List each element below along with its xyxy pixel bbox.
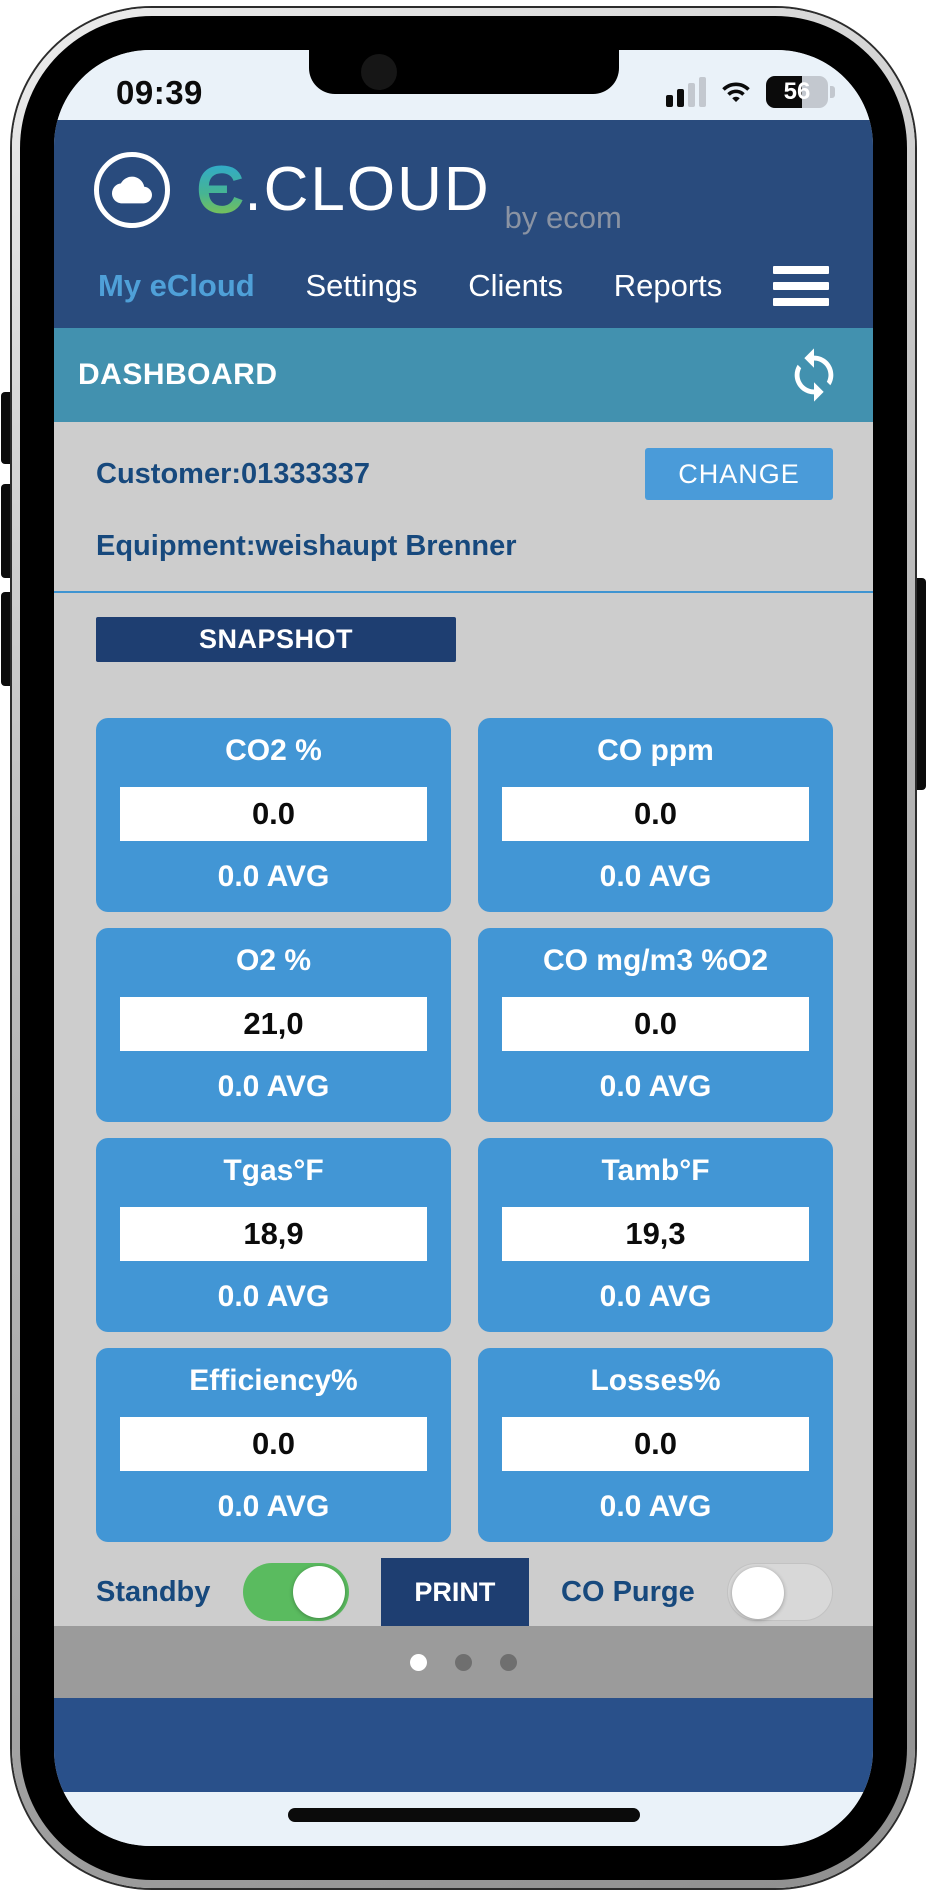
hamburger-menu-icon[interactable]	[773, 266, 829, 306]
print-button[interactable]: PRINT	[380, 1558, 529, 1626]
tile-avg: 0.0 AVG	[217, 1280, 330, 1313]
cellular-signal-icon	[666, 77, 706, 107]
app-logo: Є .CLOUD by ecom	[94, 136, 833, 244]
tile-avg: 0.0 AVG	[599, 1070, 712, 1103]
tile-co-mg-m3: CO mg/m3 %O2 0.0 0.0 AVG	[478, 928, 833, 1122]
tile-value-box: 18,9	[120, 1207, 427, 1261]
status-icons: 56	[666, 76, 835, 108]
tile-avg: 0.0 AVG	[217, 860, 330, 893]
tile-losses: Losses% 0.0 0.0 AVG	[478, 1348, 833, 1542]
tile-tgas: Tgas°F 18,9 0.0 AVG	[96, 1138, 451, 1332]
standby-toggle[interactable]	[242, 1563, 349, 1621]
tile-title: CO mg/m3 %O2	[542, 944, 769, 977]
customer-label: Customer:01333337	[96, 457, 371, 490]
phone-screen: 09:39 56	[54, 50, 873, 1846]
logo-text: .CLOUD	[244, 155, 491, 224]
tile-title: Efficiency%	[189, 1364, 358, 1397]
co-purge-label: CO Purge	[561, 1575, 695, 1608]
tile-value-box: 0.0	[502, 997, 809, 1051]
tile-avg: 0.0 AVG	[599, 1280, 712, 1313]
cloud-logo-icon	[94, 152, 170, 228]
tile-efficiency: Efficiency% 0.0 0.0 AVG	[96, 1348, 451, 1542]
co-purge-toggle[interactable]	[726, 1563, 833, 1621]
main-nav: My eCloud Settings Clients Reports	[94, 244, 833, 328]
page-title: DASHBOARD	[78, 358, 278, 391]
tile-co2: CO2 % 0.0 0.0 AVG	[96, 718, 451, 912]
home-band	[54, 1792, 873, 1846]
phone-frame: 09:39 56	[12, 8, 915, 1888]
tile-value-box: 0.0	[502, 787, 809, 841]
wifi-icon	[722, 82, 750, 102]
snapshot-button[interactable]: SNAPSHOT	[96, 617, 456, 662]
nav-item-clients[interactable]: Clients	[468, 268, 563, 303]
toggle-knob	[292, 1566, 345, 1618]
tile-title: Losses%	[590, 1364, 721, 1397]
notch	[308, 50, 619, 94]
refresh-icon[interactable]	[783, 344, 845, 406]
phone-bezel: 09:39 56	[20, 16, 907, 1880]
tile-title: Tamb°F	[601, 1154, 710, 1187]
status-bar: 09:39 56	[54, 50, 873, 120]
dashboard-bar: DASHBOARD	[54, 328, 873, 422]
section-divider	[54, 591, 873, 594]
dashboard-content: Customer:01333337 CHANGE Equipment:weish…	[54, 422, 873, 1626]
standby-label: Standby	[96, 1575, 211, 1608]
battery-percent: 56	[783, 78, 811, 105]
nav-item-reports[interactable]: Reports	[613, 268, 723, 303]
home-indicator[interactable]	[287, 1808, 640, 1822]
change-button[interactable]: CHANGE	[645, 448, 833, 500]
page-dot-3[interactable]	[500, 1653, 517, 1671]
tile-value-box: 0.0	[120, 1417, 427, 1471]
status-time: 09:39	[116, 74, 203, 111]
tile-value-box: 21,0	[120, 997, 427, 1051]
nav-item-settings[interactable]: Settings	[305, 268, 418, 303]
tile-tamb: Tamb°F 19,3 0.0 AVG	[478, 1138, 833, 1332]
logo-byline: by ecom	[504, 200, 622, 235]
equipment-label: Equipment:weishaupt Brenner	[96, 530, 517, 562]
tile-o2: O2 % 21,0 0.0 AVG	[96, 928, 451, 1122]
tile-value-box: 19,3	[502, 1207, 809, 1261]
tile-title: Tgas°F	[223, 1154, 324, 1187]
toggle-knob	[731, 1567, 784, 1619]
footer-band	[54, 1698, 873, 1792]
tile-value-box: 0.0	[120, 787, 427, 841]
logo-symbol: Є	[196, 152, 245, 228]
tile-avg: 0.0 AVG	[599, 1490, 712, 1523]
page-indicator[interactable]	[54, 1626, 873, 1698]
tile-title: CO2 %	[225, 734, 322, 767]
battery-icon: 56	[766, 76, 835, 108]
tile-value-box: 0.0	[502, 1417, 809, 1471]
app-header: Є .CLOUD by ecom My eCloud Settings Clie…	[54, 120, 873, 328]
page-dot-1[interactable]	[410, 1653, 427, 1671]
tile-avg: 0.0 AVG	[217, 1490, 330, 1523]
tile-avg: 0.0 AVG	[217, 1070, 330, 1103]
nav-item-my-ecloud[interactable]: My eCloud	[98, 268, 255, 303]
bottom-controls: Standby PRINT CO Purge	[96, 1558, 833, 1626]
page-dot-2[interactable]	[455, 1653, 472, 1671]
camera-dot	[360, 54, 397, 90]
measurement-grid: CO2 % 0.0 0.0 AVG CO ppm 0.0 0.0 AVG O2 …	[96, 718, 833, 1542]
tile-co-ppm: CO ppm 0.0 0.0 AVG	[478, 718, 833, 912]
tile-avg: 0.0 AVG	[599, 860, 712, 893]
tile-title: O2 %	[235, 944, 312, 977]
tile-title: CO ppm	[597, 734, 714, 767]
